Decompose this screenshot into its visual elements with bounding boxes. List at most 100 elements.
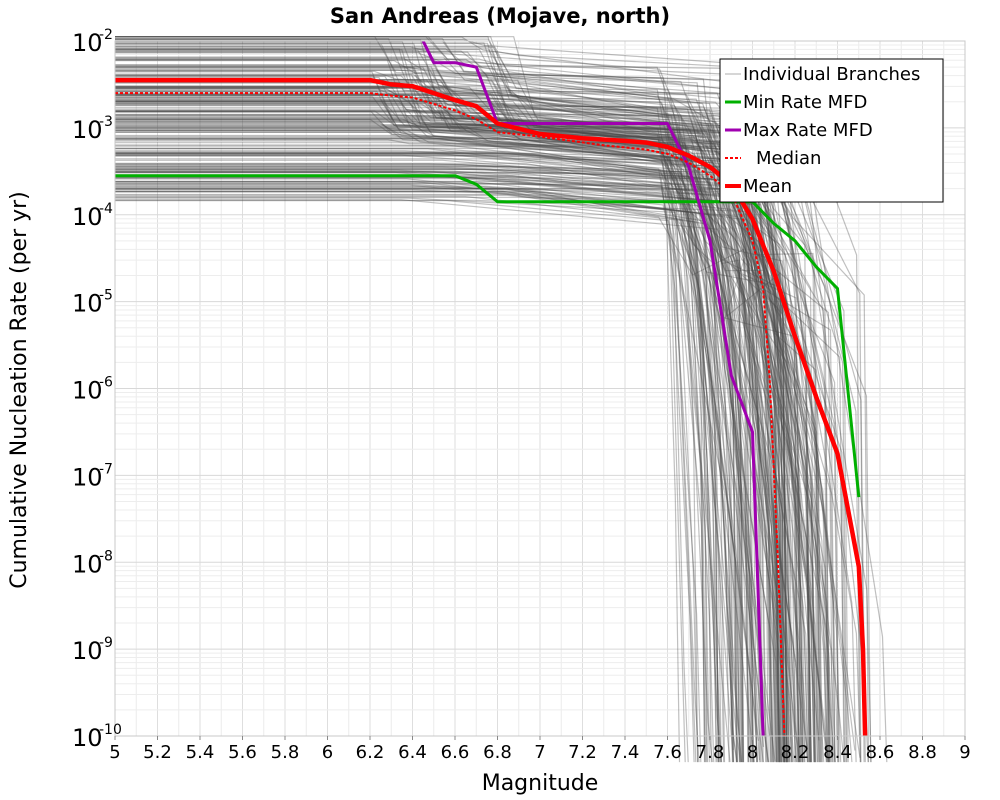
y-ticks: 10-210-310-410-510-610-710-810-910-10 — [72, 27, 122, 752]
grid — [114, 41, 966, 737]
branch-line — [115, 87, 791, 763]
branch-line — [115, 97, 786, 763]
branch-line — [115, 176, 822, 763]
x-axis-label: Magnitude — [482, 771, 599, 796]
branch-line — [115, 101, 796, 763]
y-tick-label: 10 — [72, 724, 103, 752]
x-tick-label: 8.8 — [908, 742, 937, 763]
branch-line — [115, 93, 778, 763]
x-tick-label: 5.8 — [271, 742, 300, 763]
y-tick-exponent: -10 — [99, 722, 122, 738]
branch-line — [115, 128, 782, 763]
branch-line — [115, 176, 815, 763]
branch-line — [115, 48, 720, 763]
y-tick-label: 10 — [72, 290, 103, 318]
branch-line — [115, 59, 795, 763]
branch-line — [115, 125, 780, 763]
x-tick-label: 7.2 — [568, 742, 597, 763]
branch-line — [115, 48, 778, 763]
branch-line — [115, 110, 740, 763]
legend-label: Individual Branches — [743, 64, 920, 85]
x-tick-label: 5.2 — [143, 742, 172, 763]
y-tick-label: 10 — [72, 463, 103, 491]
branch-line — [115, 97, 712, 763]
x-tick-label: 8 — [747, 742, 758, 763]
branch-line — [115, 152, 809, 763]
branch-line — [115, 103, 788, 763]
y-tick-exponent: -3 — [99, 114, 113, 130]
branch-line — [115, 138, 695, 763]
branch-line — [115, 187, 836, 763]
branch-line — [115, 129, 861, 758]
branch-line — [115, 125, 764, 763]
legend-box — [719, 58, 944, 203]
branch-line — [115, 130, 708, 763]
legend-label: Max Rate MFD — [743, 120, 873, 141]
branch-line — [115, 163, 742, 763]
y-tick-label: 10 — [72, 203, 103, 231]
x-tick-label: 7 — [534, 742, 545, 763]
branch-line — [115, 172, 741, 763]
branch-line — [115, 107, 708, 763]
branch-line — [115, 140, 808, 749]
branch-line — [115, 46, 726, 763]
chart-title: San Andreas (Mojave, north) — [330, 4, 670, 28]
branch-line — [115, 41, 754, 763]
x-tick-label: 9 — [959, 742, 970, 763]
x-tick-label: 5.6 — [228, 742, 257, 763]
branch-line — [115, 196, 734, 763]
branch-line — [115, 70, 781, 763]
branch-line — [115, 39, 758, 763]
branch-line — [115, 42, 750, 763]
branch-line — [115, 49, 785, 763]
branch-line — [115, 191, 750, 763]
branch-line — [115, 48, 818, 763]
branch-line — [115, 153, 755, 763]
branch-line — [115, 88, 806, 763]
branch-line — [115, 86, 764, 763]
branch-line — [115, 180, 769, 763]
branch-line — [115, 111, 720, 763]
branch-line — [115, 165, 759, 763]
branch-line — [115, 46, 713, 763]
branch-line — [115, 75, 738, 763]
series-mean — [115, 77, 868, 737]
branch-line — [115, 114, 697, 763]
branch-line — [115, 58, 798, 763]
branch-line — [115, 178, 700, 763]
branch-line — [115, 100, 707, 763]
legend: Individual Branches Min Rate MFD Max Rate … — [719, 58, 944, 203]
x-tick-label: 6 — [322, 742, 333, 763]
branch-line — [115, 188, 771, 763]
y-tick-label: 10 — [72, 116, 103, 144]
branch-line — [115, 49, 743, 763]
branch-line — [115, 38, 744, 763]
x-tick-label: 7.6 — [653, 742, 682, 763]
branch-line — [115, 52, 777, 763]
branch-line — [115, 75, 754, 763]
branch-line — [115, 152, 738, 763]
branch-line — [115, 120, 856, 751]
branch-line — [115, 184, 774, 763]
branch-line — [115, 45, 706, 763]
branch-line — [115, 98, 783, 763]
y-tick-exponent: -7 — [99, 461, 113, 477]
branch-line — [115, 197, 710, 763]
branch-line — [115, 167, 792, 763]
branch-line — [115, 60, 834, 763]
y-tick-exponent: -8 — [99, 548, 113, 564]
x-tick-label: 5.4 — [186, 742, 215, 763]
x-tick-label: 8.4 — [823, 742, 852, 763]
branch-line — [115, 190, 720, 763]
branch-line — [115, 94, 721, 763]
branch-line — [115, 138, 811, 763]
x-tick-label: 6.6 — [441, 742, 470, 763]
y-tick-exponent: -6 — [99, 375, 113, 391]
series-max-rate-mfd — [421, 40, 765, 737]
branch-line — [115, 38, 812, 763]
x-tick-label: 7.8 — [696, 742, 725, 763]
branch-line — [115, 100, 781, 763]
branch-line — [115, 119, 722, 763]
branch-line — [115, 90, 760, 761]
series-median — [115, 92, 786, 737]
